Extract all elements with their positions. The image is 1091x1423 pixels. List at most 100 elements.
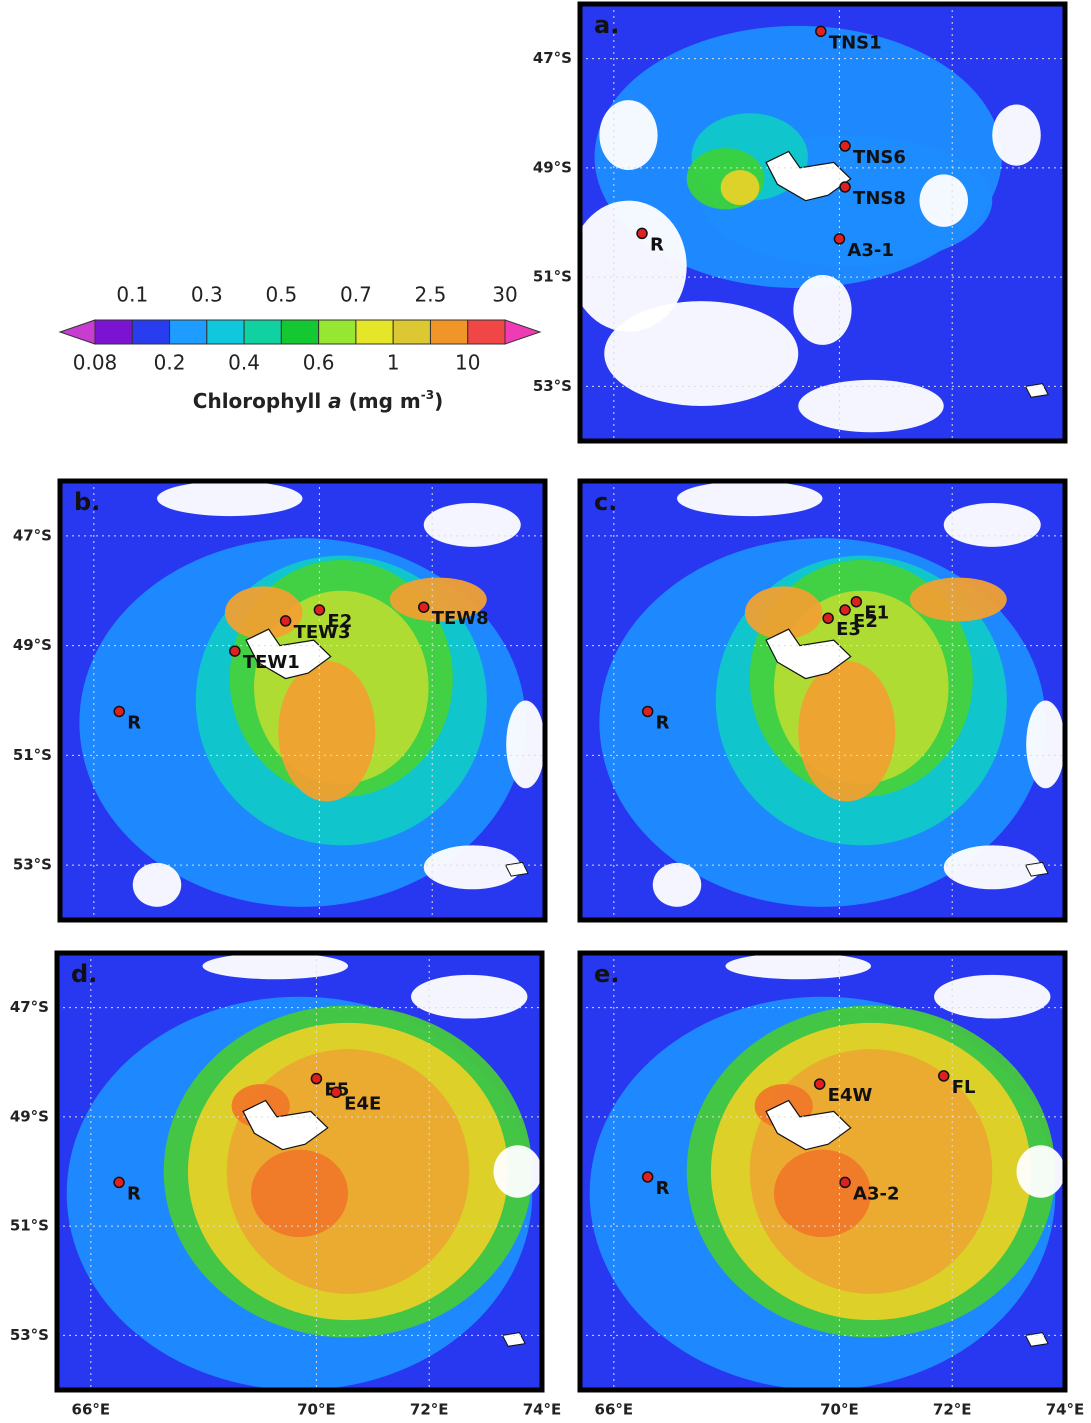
colorbar-tick-label: 0.6 bbox=[303, 351, 335, 375]
lat-tick-label: 47°S bbox=[533, 49, 572, 67]
station bbox=[839, 181, 851, 193]
station bbox=[641, 1171, 654, 1183]
chlorophyll-field bbox=[423, 502, 521, 547]
panel-frame bbox=[54, 950, 545, 1393]
station bbox=[641, 705, 654, 718]
island bbox=[1024, 1332, 1049, 1347]
colorbar-tick-label: 0.5 bbox=[265, 283, 297, 307]
colorbar-title-part: (mg m bbox=[342, 389, 421, 413]
chlorophyll-field bbox=[411, 974, 528, 1019]
chlorophyll-field bbox=[909, 577, 1007, 622]
colorbar-segment bbox=[131, 319, 171, 345]
chlorophyll-field bbox=[798, 379, 944, 433]
colorbar-under bbox=[58, 319, 96, 345]
panel-label: d. bbox=[71, 960, 97, 988]
chlorophyll-field bbox=[389, 577, 487, 622]
lat-tick-label: 47°S bbox=[13, 526, 52, 544]
station-label: TEW1 bbox=[243, 652, 300, 673]
chlorophyll-field bbox=[604, 301, 799, 407]
chlorophyll-field bbox=[1016, 1145, 1065, 1198]
station-label: A3-2 bbox=[853, 1183, 899, 1204]
lon-tick-label: 72°E bbox=[933, 1401, 972, 1419]
station-label: E4W bbox=[828, 1085, 873, 1106]
island bbox=[765, 628, 852, 680]
chlorophyll-field bbox=[580, 200, 687, 332]
colorbar-title: Chlorophyll a (mg m-3) bbox=[193, 388, 443, 413]
island bbox=[242, 1099, 329, 1151]
island bbox=[765, 150, 852, 202]
station bbox=[815, 25, 827, 38]
chlorophyll-field bbox=[744, 586, 823, 640]
colorbar-tick-label: 0.1 bbox=[116, 283, 148, 307]
colorbar-segment bbox=[429, 319, 469, 345]
station-label: TEW3 bbox=[294, 622, 351, 643]
lat-tick-label: 49°S bbox=[10, 1107, 49, 1125]
panel-label: b. bbox=[74, 488, 100, 516]
chlorophyll-field bbox=[157, 481, 303, 517]
chlorophyll-field bbox=[725, 953, 871, 980]
station-label: R bbox=[656, 712, 670, 733]
station bbox=[229, 645, 241, 657]
lat-tick-label: 53°S bbox=[533, 377, 572, 395]
colorbar: 0.08 0.1 0.2 0.3 0.4 0.5 0.6 0.7 1 2.5 10 30 Chlorop… bbox=[58, 283, 542, 413]
panel-label: e. bbox=[594, 960, 619, 988]
station bbox=[813, 1078, 826, 1090]
station-label: E1 bbox=[864, 603, 889, 624]
chlorophyll-field bbox=[992, 104, 1041, 166]
chlorophyll-field bbox=[599, 100, 658, 171]
colorbar-segment bbox=[318, 319, 357, 345]
station-label: E4E bbox=[344, 1093, 381, 1114]
lon-tick-label: 74°E bbox=[1046, 1401, 1085, 1419]
colorbar-segment bbox=[355, 319, 394, 345]
island bbox=[501, 1332, 526, 1347]
panel-label: c. bbox=[594, 488, 617, 516]
station bbox=[313, 604, 326, 616]
chlorophyll-field bbox=[251, 1149, 348, 1238]
lon-tick-label: 66°E bbox=[72, 1401, 111, 1419]
colorbar-segment bbox=[94, 319, 133, 345]
colorbar-tick-label: 10 bbox=[455, 351, 480, 375]
lon-tick-label: 72°E bbox=[410, 1401, 449, 1419]
station-label: R bbox=[650, 234, 664, 255]
chlorophyll-field bbox=[493, 1145, 542, 1198]
station-label: TNS6 bbox=[853, 147, 906, 168]
lat-tick-label: 51°S bbox=[10, 1217, 49, 1235]
lon-tick-label: 70°E bbox=[820, 1401, 859, 1419]
station bbox=[822, 612, 834, 624]
chlorophyll-field bbox=[720, 170, 760, 206]
colorbar-segment bbox=[243, 319, 282, 345]
station bbox=[113, 1176, 125, 1189]
station bbox=[636, 227, 648, 240]
colorbar-over bbox=[504, 319, 542, 345]
station bbox=[310, 1072, 323, 1085]
colorbar-segment bbox=[280, 319, 320, 345]
chlorophyll-field bbox=[1026, 700, 1065, 789]
colorbar-tick-label: 30 bbox=[492, 283, 517, 307]
station bbox=[839, 140, 851, 152]
chlorophyll-field bbox=[774, 1149, 871, 1238]
chlorophyll-field bbox=[943, 502, 1041, 547]
chlorophyll-field bbox=[652, 862, 702, 907]
station-label: R bbox=[656, 1178, 670, 1199]
chlorophyll-field bbox=[202, 953, 348, 980]
chlorophyll-field bbox=[919, 174, 968, 227]
colorbar-segment bbox=[392, 319, 431, 345]
station bbox=[839, 1176, 851, 1189]
station-label: E3 bbox=[836, 619, 861, 640]
station-label: TNS8 bbox=[853, 188, 906, 209]
station bbox=[418, 601, 430, 613]
colorbar-segment bbox=[467, 319, 506, 345]
station bbox=[330, 1086, 342, 1099]
station-label: TEW8 bbox=[432, 608, 489, 629]
lon-tick-label: 74°E bbox=[523, 1401, 562, 1419]
lat-tick-label: 47°S bbox=[10, 998, 49, 1016]
island bbox=[765, 1099, 852, 1151]
colorbar-title-part: a bbox=[328, 389, 342, 413]
station bbox=[279, 615, 292, 627]
lat-tick-label: 51°S bbox=[13, 746, 52, 764]
chlorophyll-field bbox=[423, 845, 521, 890]
colorbar-title-part: Chlorophyll bbox=[193, 389, 328, 413]
station-label: E2 bbox=[853, 611, 878, 632]
chlorophyll-field bbox=[506, 700, 545, 789]
map-panel: TNS1 TNS6 TNS8 A3-1 R bbox=[580, 4, 1065, 441]
